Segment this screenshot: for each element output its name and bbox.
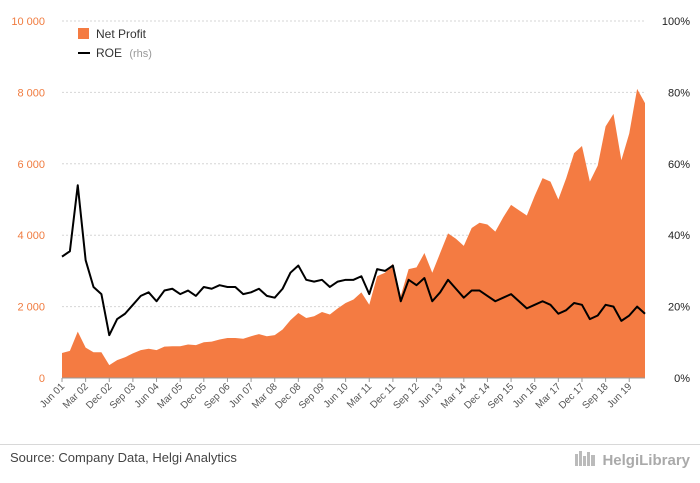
y-right-tick-label: 20% [668, 302, 690, 314]
source-note: Source: Company Data, Helgi Analytics [10, 450, 237, 465]
roe-series [61, 184, 646, 337]
net-profit-series [62, 88, 645, 378]
y-left-tick-label: 6 000 [17, 159, 45, 171]
legend-roe-suffix: (rhs) [129, 48, 152, 60]
left-axis: 0 2 000 4 000 6 000 8 000 10 000 [11, 16, 45, 385]
roe-line [61, 184, 646, 337]
legend-net-profit-label: Net Profit [96, 27, 147, 41]
x-tick-label: Sep 09 [297, 381, 327, 411]
legend-roe-label: ROE (rhs) [96, 46, 152, 60]
y-right-tick-label: 60% [668, 159, 690, 171]
y-left-tick-label: 0 [39, 373, 45, 385]
y-left-tick-label: 8 000 [17, 87, 45, 99]
y-right-tick-label: 40% [668, 230, 690, 242]
legend-net-profit-swatch [78, 28, 89, 39]
y-left-tick-label: 4 000 [17, 230, 45, 242]
x-tick-label: Sep 06 [202, 381, 232, 411]
y-right-tick-label: 80% [668, 87, 690, 99]
legend-roe-name: ROE [96, 46, 122, 60]
y-left-tick-label: 10 000 [11, 16, 45, 28]
x-tick-label: Jun 19 [605, 381, 634, 410]
footer-divider [0, 444, 700, 445]
x-tick-label: Sep 18 [581, 381, 611, 411]
legend: Net Profit ROE (rhs) [78, 27, 152, 60]
library-icon [575, 450, 597, 470]
chart: 0 2 000 4 000 6 000 8 000 10 000 0% 20% 40% 60% 8… [11, 16, 690, 412]
brand-logo: HelgiLibrary [575, 450, 690, 470]
y-left-tick-label: 2 000 [17, 302, 45, 314]
y-right-tick-label: 0% [674, 373, 690, 385]
brand-name: HelgiLibrary [602, 451, 690, 469]
y-right-tick-label: 100% [662, 16, 690, 28]
x-tick-label: Jun 10 [322, 381, 351, 410]
x-tick-label: Sep 12 [391, 381, 421, 411]
x-tick-label: Sep 03 [108, 381, 138, 411]
x-tick-label: Sep 15 [486, 381, 516, 411]
net-profit-area [62, 88, 645, 378]
right-axis: 0% 20% 40% 60% 80% 100% [662, 16, 690, 385]
